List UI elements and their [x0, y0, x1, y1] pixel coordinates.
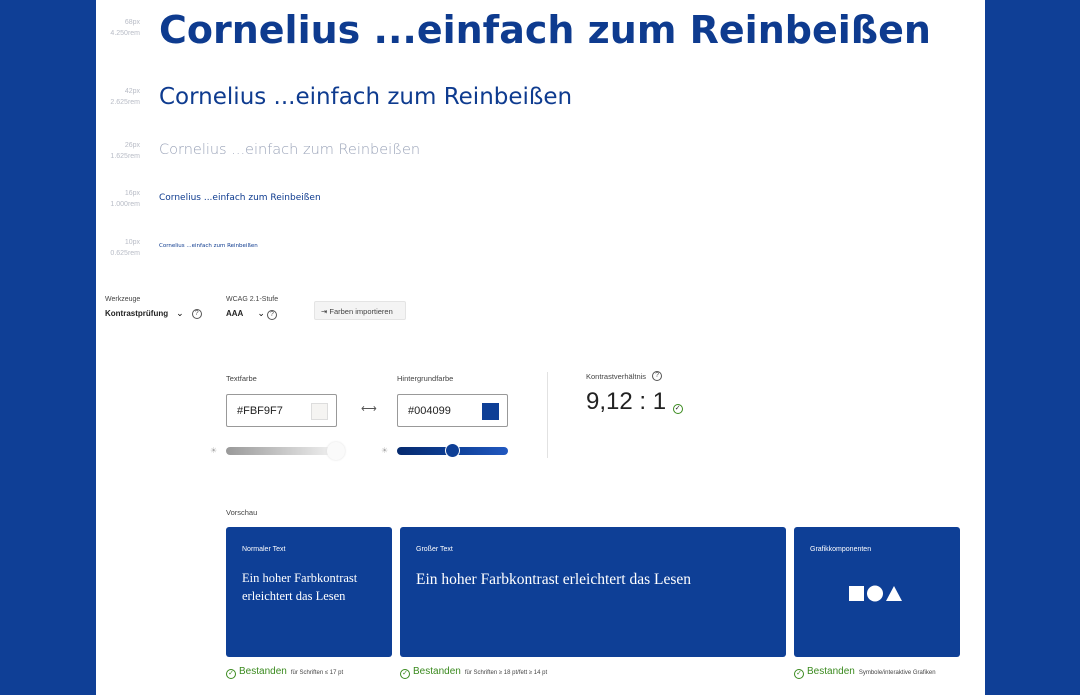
import-colors-button[interactable]: ⇥ Farben importieren — [314, 301, 406, 320]
text-brightness-thumb[interactable] — [327, 442, 345, 460]
contrast-ratio: 9,12 : 1 ✓ — [586, 388, 686, 416]
brightness-icon: ☀ — [381, 446, 389, 455]
card-label: Großer Text — [416, 546, 453, 553]
tools-select[interactable]: Kontrastprüfung ⌄ ? — [105, 308, 202, 319]
type-sample-10: Cornelius ...einfach zum Reinbeißen — [159, 243, 258, 249]
text-brightness-slider[interactable] — [226, 447, 336, 455]
help-icon[interactable]: ? — [267, 310, 277, 320]
text-color-value: #FBF9F7 — [237, 405, 283, 417]
card-label: Normaler Text — [242, 546, 286, 553]
bg-color-label: Hintergrundfarbe — [397, 374, 454, 383]
preview-card-graphics: Grafikkomponenten — [794, 527, 960, 657]
size-label: 68px 4.250rem — [110, 19, 140, 37]
wcag-select[interactable]: AAA ⌄ — [226, 308, 265, 319]
text-color-input[interactable]: #FBF9F7 — [226, 394, 337, 427]
tools-label: Werkzeuge — [105, 296, 141, 303]
chevron-down-icon: ⌄ — [257, 308, 265, 318]
check-circle-icon: ✓ — [672, 404, 683, 414]
wcag-label: WCAG 2.1-Stufe — [226, 296, 279, 303]
brightness-icon: ☀ — [210, 446, 218, 455]
shapes-icon — [849, 585, 902, 602]
pass-large: ✓ Bestanden für Schriften ≥ 18 pt/fett ≥ 1… — [400, 666, 547, 679]
size-label: 42px 2.625rem — [110, 88, 140, 106]
square-icon — [849, 586, 864, 601]
card-text: Ein hoher Farbkontrast erleichtert das L… — [416, 571, 692, 588]
main-panel: 68px 4.250rem Cornelius ...einfach zum Re… — [96, 0, 985, 695]
text-color-swatch[interactable] — [311, 403, 328, 420]
chevron-down-icon: ⌄ — [176, 308, 184, 318]
import-icon: ⇥ — [321, 307, 328, 316]
preview-card-large: Großer Text Ein hoher Farbkontrast erlei… — [400, 527, 786, 657]
pass-normal: ✓ Bestanden für Schriften ≤ 17 pt — [226, 666, 343, 679]
check-circle-icon: ✓ — [226, 669, 236, 679]
bg-color-swatch[interactable] — [482, 403, 499, 420]
type-sample-16: Cornelius ...einfach zum Reinbeißen — [159, 193, 321, 203]
bg-brightness-thumb[interactable] — [444, 443, 460, 458]
type-sample-42: Cornelius ...einfach zum Reinbeißen — [159, 84, 573, 110]
divider — [547, 372, 548, 458]
size-label: 16px 1.000rem — [110, 190, 140, 208]
card-text: Ein hoher Farbkontrast erleichtert das L… — [242, 571, 358, 603]
circle-icon — [867, 585, 883, 602]
card-label: Grafikkomponenten — [810, 546, 872, 553]
size-label: 26px 1.625rem — [110, 142, 140, 160]
help-icon[interactable]: ? — [191, 308, 202, 319]
type-sample-68: Cornelius ...einfach zum Reinbeißen — [159, 8, 931, 52]
preview-label: Vorschau — [226, 508, 258, 517]
bg-color-value: #004099 — [408, 405, 451, 417]
tools-value: Kontrastprüfung — [105, 309, 169, 318]
help-icon[interactable]: ? — [652, 371, 663, 381]
ratio-label: Kontrastverhältnis? — [586, 371, 663, 381]
size-label: 10px 0.625rem — [110, 239, 140, 257]
triangle-icon — [886, 586, 902, 601]
type-sample-26: Cornelius ...einfach zum Reinbeißen — [159, 142, 421, 158]
bg-color-input[interactable]: #004099 — [397, 394, 508, 427]
check-circle-icon: ✓ — [400, 669, 410, 679]
swap-icon[interactable]: ⟷ — [361, 403, 377, 415]
text-color-label: Textfarbe — [226, 374, 257, 383]
check-circle-icon: ✓ — [794, 669, 804, 679]
pass-graphics: ✓ Bestanden Symbole/interaktive Grafiken — [794, 666, 936, 679]
wcag-value: AAA — [226, 309, 244, 318]
preview-card-normal: Normaler Text Ein hoher Farbkontrast erl… — [226, 527, 392, 657]
